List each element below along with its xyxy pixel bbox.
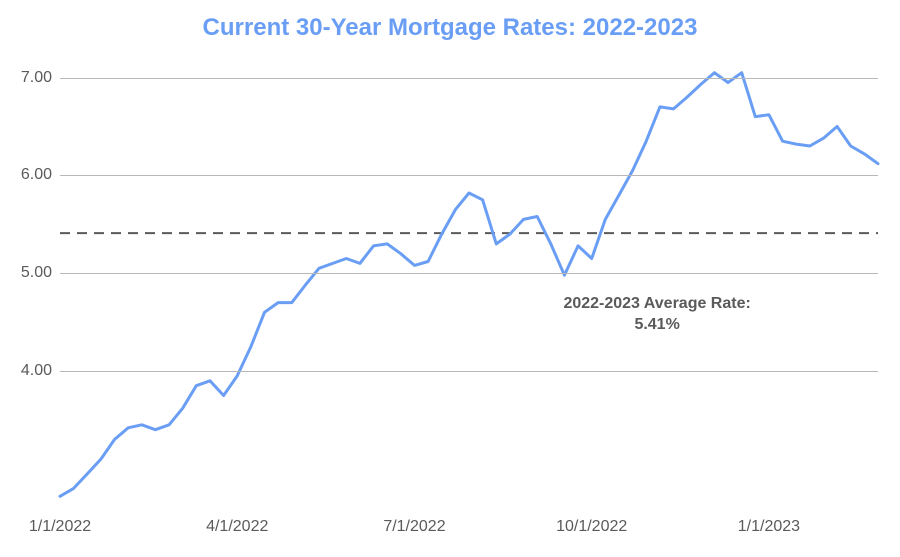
y-gridline	[60, 273, 878, 274]
rate-line-series	[60, 58, 878, 508]
y-tick-label: 7.00	[21, 69, 60, 87]
y-tick-label: 4.00	[21, 362, 60, 380]
x-tick-label: 1/1/2023	[738, 508, 800, 536]
y-gridline	[60, 371, 878, 372]
y-gridline	[60, 78, 878, 79]
mortgage-rate-chart: Current 30-Year Mortgage Rates: 2022-202…	[0, 0, 900, 557]
y-tick-label: 5.00	[21, 264, 60, 282]
x-tick-label: 7/1/2022	[383, 508, 445, 536]
plot-area: 2022-2023 Average Rate: 5.41% 4.005.006.…	[60, 58, 878, 508]
y-gridline	[60, 175, 878, 176]
rate-polyline	[60, 73, 878, 497]
chart-title: Current 30-Year Mortgage Rates: 2022-202…	[0, 14, 900, 42]
x-tick-label: 10/1/2022	[556, 508, 627, 536]
y-tick-label: 6.00	[21, 166, 60, 184]
x-tick-label: 4/1/2022	[206, 508, 268, 536]
x-tick-label: 1/1/2022	[29, 508, 91, 536]
